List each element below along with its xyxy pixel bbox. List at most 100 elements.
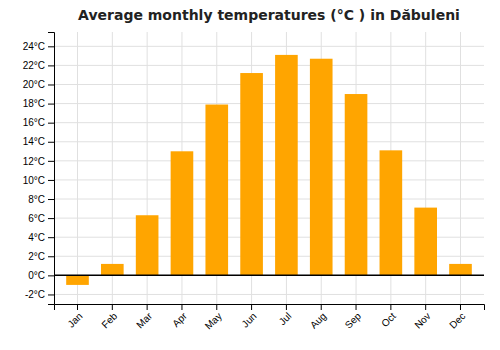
y-tick-mark [48, 161, 54, 162]
y-tick-label: 10°C [23, 175, 45, 186]
x-tick-label: Sep [343, 310, 364, 331]
y-tick: 16°C [23, 117, 54, 128]
x-tick-label: Jul [277, 310, 294, 327]
grid-line-x [77, 32, 78, 304]
y-tick: -2°C [25, 289, 54, 300]
x-tick-mark [112, 304, 113, 310]
x-tick-mark [181, 304, 182, 310]
y-tick-mark [48, 180, 54, 181]
x-tick-mark [321, 304, 322, 310]
x-tick-label: Apr [170, 310, 189, 329]
y-tick-mark [48, 275, 54, 276]
y-tick-label: 14°C [23, 136, 45, 147]
bar [136, 215, 159, 275]
zero-line [54, 275, 484, 277]
y-tick-label: 20°C [23, 79, 45, 90]
y-tick-label: 2°C [28, 251, 45, 262]
x-tick: Oct [379, 304, 398, 329]
grid-line-y [54, 275, 484, 276]
y-tick-label: -2°C [25, 289, 45, 300]
y-tick-mark [48, 142, 54, 143]
y-tick-label: 0°C [28, 270, 45, 281]
grid-line-y [54, 294, 484, 295]
x-tick: Feb [99, 304, 119, 330]
x-tick-label: Jan [65, 310, 84, 329]
bar [171, 151, 194, 275]
bar [205, 105, 228, 276]
x-tick: Dec [447, 304, 467, 331]
grid-line-x [112, 32, 113, 304]
grid-line-y [54, 65, 484, 66]
x-tick-mark [147, 304, 148, 310]
bars [66, 55, 472, 285]
bar [345, 94, 368, 275]
grid-line-y [54, 199, 484, 200]
y-tick-mark [48, 123, 54, 124]
x-tick-label: Jun [239, 310, 258, 329]
y-tick-label: 8°C [28, 194, 45, 205]
y-tick-label: 4°C [28, 232, 45, 243]
y-tick: 8°C [28, 194, 54, 205]
title: Average monthly temperatures (°C ) in Dă… [78, 7, 460, 23]
plot: -2°C 0°C 2°C 4°C 6°C 8°C 10°C 12°C 14°C 16°C 18°C 2… [23, 32, 485, 332]
grid-line-y [54, 179, 484, 180]
bar [310, 59, 333, 276]
y-axis: -2°C 0°C 2°C 4°C 6°C 8°C 10°C 12°C 14°C 16°C 18°C 2… [23, 33, 55, 305]
x-tick-label: Aug [308, 310, 328, 330]
y-tick: 0°C [28, 270, 54, 281]
x-tick: Jan [65, 304, 84, 330]
x-tick-label: Mar [134, 310, 154, 330]
y-axis-line [48, 33, 55, 305]
y-tick-mark [48, 256, 54, 257]
x-axis-line [55, 305, 485, 311]
y-tick-mark [48, 46, 54, 47]
y-tick-mark [48, 218, 54, 219]
x-tick-mark [286, 304, 287, 310]
grid [54, 32, 484, 304]
y-tick-label: 16°C [23, 117, 45, 128]
x-tick-label: Nov [412, 310, 432, 330]
bar [449, 264, 472, 275]
y-tick-mark [48, 65, 54, 66]
y-tick: 10°C [23, 175, 54, 186]
y-tick-mark [48, 237, 54, 238]
y-tick: 18°C [23, 98, 54, 109]
y-tick-mark [48, 104, 54, 105]
y-tick: 2°C [28, 251, 54, 262]
bar [66, 275, 89, 285]
y-tick: 20°C [23, 79, 54, 90]
x-tick: May [203, 304, 224, 332]
bar [380, 150, 403, 275]
grid-line-y [54, 141, 484, 142]
grid-line-y [54, 103, 484, 104]
x-tick: Aug [308, 304, 328, 331]
x-tick-mark [251, 304, 252, 310]
x-tick: Sep [343, 304, 364, 331]
x-tick-label: Feb [99, 310, 119, 330]
y-tick: 22°C [23, 60, 54, 71]
y-tick-label: 12°C [23, 156, 45, 167]
y-tick-mark [48, 84, 54, 85]
x-tick: Apr [170, 304, 189, 329]
bar [101, 264, 124, 275]
y-tick-mark [48, 199, 54, 200]
y-tick-label: 6°C [28, 213, 45, 224]
x-tick: Nov [412, 304, 432, 331]
grid-line-y [54, 46, 484, 47]
x-tick-mark [460, 304, 461, 310]
y-tick: 12°C [23, 156, 54, 167]
x-axis: Jan Feb Mar Apr May Jun Jul Aug Sep Oct Nov Dec [55, 304, 485, 332]
grid-line-x [460, 32, 461, 304]
x-tick-mark [425, 304, 426, 310]
y-tick: 6°C [28, 213, 54, 224]
x-tick-mark [356, 304, 357, 310]
chart: -2°C 0°C 2°C 4°C 6°C 8°C 10°C 12°C 14°C 16°C 18°C 2… [0, 0, 500, 350]
y-tick-label: 18°C [23, 98, 45, 109]
y-tick-mark [48, 294, 54, 295]
bar [275, 55, 298, 275]
y-tick: 24°C [23, 41, 54, 52]
x-tick-mark [77, 304, 78, 310]
y-tick-label: 24°C [23, 41, 45, 52]
y-tick: 4°C [28, 232, 54, 243]
y-tick: 14°C [23, 136, 54, 147]
